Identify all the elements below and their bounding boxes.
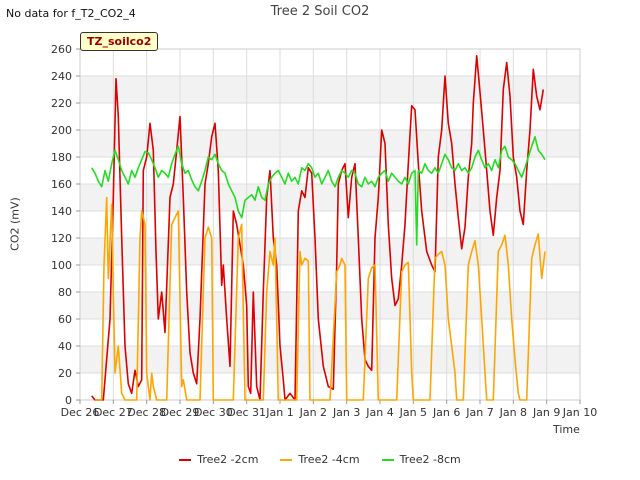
plot-band bbox=[80, 130, 580, 157]
legend: Tree2 -2cm Tree2 -4cm Tree2 -8cm bbox=[0, 453, 640, 466]
x-tick-label: Jan 3 bbox=[332, 406, 360, 419]
no-data-notice: No data for f_T2_CO2_4 bbox=[6, 7, 136, 20]
y-tick-label: 220 bbox=[51, 97, 72, 110]
legend-item-2cm[interactable]: Tree2 -2cm bbox=[179, 453, 258, 466]
y-tick-label: 160 bbox=[51, 178, 72, 191]
y-tick-label: 100 bbox=[51, 259, 72, 272]
y-tick-label: 240 bbox=[51, 70, 72, 83]
x-tick-label: Dec 27 bbox=[94, 406, 133, 419]
legend-swatch-2cm bbox=[179, 458, 192, 461]
x-tick-label: Jan 6 bbox=[432, 406, 460, 419]
legend-swatch-8cm bbox=[381, 458, 394, 461]
y-axis-label: CO2 (mV) bbox=[8, 197, 22, 251]
plot-band bbox=[80, 238, 580, 265]
y-tick-label: 120 bbox=[51, 232, 72, 245]
y-tick-label: 180 bbox=[51, 151, 72, 164]
x-tick-label: Jan 7 bbox=[465, 406, 493, 419]
x-tick-label: Jan 4 bbox=[365, 406, 393, 419]
x-tick-label: Dec 26 bbox=[61, 406, 100, 419]
legend-item-4cm[interactable]: Tree2 -4cm bbox=[280, 453, 360, 466]
y-tick-label: 80 bbox=[58, 286, 72, 299]
plot-band bbox=[80, 292, 580, 319]
legend-swatch-4cm bbox=[280, 458, 293, 461]
y-axis: 0 20 40 60 80 100 120 140 160 180 200 220 240 260 bbox=[51, 43, 80, 407]
legend-label-4cm: Tree2 -4cm bbox=[298, 453, 360, 466]
series-line-2 bbox=[91, 136, 546, 246]
y-tick-label: 0 bbox=[65, 394, 72, 407]
y-tick-label: 200 bbox=[51, 124, 72, 137]
x-tick-label: Jan 9 bbox=[532, 406, 560, 419]
x-tick-label: Dec 30 bbox=[194, 406, 233, 419]
x-tick-label: Dec 29 bbox=[161, 406, 200, 419]
y-tick-label: 20 bbox=[58, 367, 72, 380]
series-line-1 bbox=[95, 196, 546, 401]
site-badge: TZ_soilco2 bbox=[80, 32, 159, 51]
x-tick-label: Jan 2 bbox=[299, 406, 327, 419]
y-tick-label: 260 bbox=[51, 43, 72, 56]
chart-title: Tree 2 Soil CO2 bbox=[270, 4, 370, 19]
x-tick-label: Jan 8 bbox=[499, 406, 527, 419]
legend-item-8cm[interactable]: Tree2 -8cm bbox=[381, 453, 461, 466]
x-tick-label: Dec 31 bbox=[227, 406, 266, 419]
x-tick-label: Jan 5 bbox=[399, 406, 427, 419]
plot-band bbox=[80, 76, 580, 103]
plot-band bbox=[80, 346, 580, 373]
x-tick-label: Jan 1 bbox=[265, 406, 293, 419]
y-tick-label: 60 bbox=[58, 313, 72, 326]
x-tick-label: Jan 10 bbox=[562, 406, 597, 419]
x-axis-label: Time bbox=[553, 423, 580, 436]
series-line-0 bbox=[91, 55, 545, 401]
legend-label-2cm: Tree2 -2cm bbox=[197, 453, 259, 466]
legend-label-8cm: Tree2 -8cm bbox=[399, 453, 461, 466]
series-lines bbox=[91, 55, 546, 401]
y-tick-label: 40 bbox=[58, 340, 72, 353]
x-tick-label: Dec 28 bbox=[127, 406, 166, 419]
y-tick-label: 140 bbox=[51, 205, 72, 218]
